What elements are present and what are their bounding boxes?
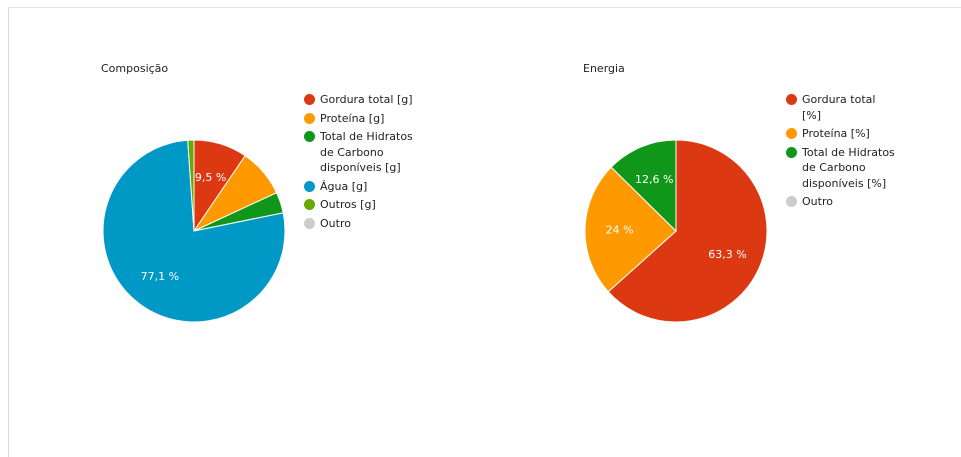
legend-swatch-gordura <box>786 94 797 105</box>
pie-slice[interactable] <box>584 166 677 293</box>
legend-swatch-hidratos <box>786 146 797 158</box>
legend-swatch-outro <box>304 217 315 229</box>
legend-label: Total de Hidratos de Carbono disponíveis… <box>320 130 413 174</box>
legend-label: Gordura total [%] <box>802 93 876 122</box>
pie-slice[interactable] <box>607 139 768 323</box>
legend-swatch-gordura <box>304 94 315 105</box>
legend-label: Gordura total [g] <box>320 93 413 106</box>
legend-item[interactable]: Gordura total [%] <box>786 92 896 123</box>
legend-swatch-proteina <box>786 128 797 139</box>
legend-label: Outro <box>320 216 351 230</box>
slice-label: 77,1 % <box>141 270 179 283</box>
legend-label: Água [g] <box>320 179 368 193</box>
energy-legend: Gordura total [%] Proteína [%] Total de … <box>786 92 896 213</box>
legend-swatch-agua <box>304 180 315 192</box>
chart-title: Energia <box>583 62 625 75</box>
legend-label: Proteína [g] <box>320 111 385 125</box>
pie-slice[interactable] <box>610 139 677 233</box>
legend-swatch-hidratos <box>304 131 315 142</box>
legend-item[interactable]: Total de Hidratos de Carbono disponíveis… <box>304 129 414 176</box>
legend-label: Outro <box>802 195 833 208</box>
legend-label: Proteína [%] <box>802 127 870 140</box>
chart-panel: Composição 9,5 % 77,1 % Gordura total [g]… <box>8 7 961 457</box>
legend-swatch-outros <box>304 199 315 210</box>
legend-label: Total de Hidratos de Carbono disponíveis… <box>802 145 895 190</box>
slice-label: 12,6 % <box>635 173 673 186</box>
composition-chart: Composição 9,5 % 77,1 % Gordura total [g]… <box>9 8 449 448</box>
energy-pie: 63,3 % 24 % 12,6 % <box>584 139 768 323</box>
legend-item[interactable]: Outro <box>786 194 896 210</box>
legend-item[interactable]: Total de Hidratos de Carbono disponíveis… <box>786 145 896 192</box>
pie-slice[interactable] <box>187 139 195 232</box>
legend-item[interactable]: Proteína [%] <box>786 126 896 142</box>
legend-item[interactable]: Proteína [g] <box>304 111 414 127</box>
pie-slice[interactable] <box>102 139 286 323</box>
energy-chart: Energia 63,3 % 24 % 12,6 % Gordura total [… <box>491 8 931 448</box>
legend-item[interactable]: Outro <box>304 216 414 232</box>
legend-item[interactable]: Outros [g] <box>304 197 414 213</box>
legend-item[interactable]: Água [g] <box>304 179 414 195</box>
legend-label: Outros [g] <box>320 198 376 211</box>
composition-pie: 9,5 % 77,1 % <box>102 139 286 323</box>
slice-label: 9,5 % <box>195 171 226 184</box>
legend-swatch-outro <box>786 196 797 207</box>
legend-swatch-proteina <box>304 112 315 124</box>
slice-label: 24 % <box>606 224 634 237</box>
chart-title: Composição <box>101 62 169 75</box>
slice-label: 63,3 % <box>708 248 746 261</box>
legend-item[interactable]: Gordura total [g] <box>304 92 414 108</box>
composition-legend: Gordura total [g] Proteína [g] Total de … <box>304 92 414 234</box>
